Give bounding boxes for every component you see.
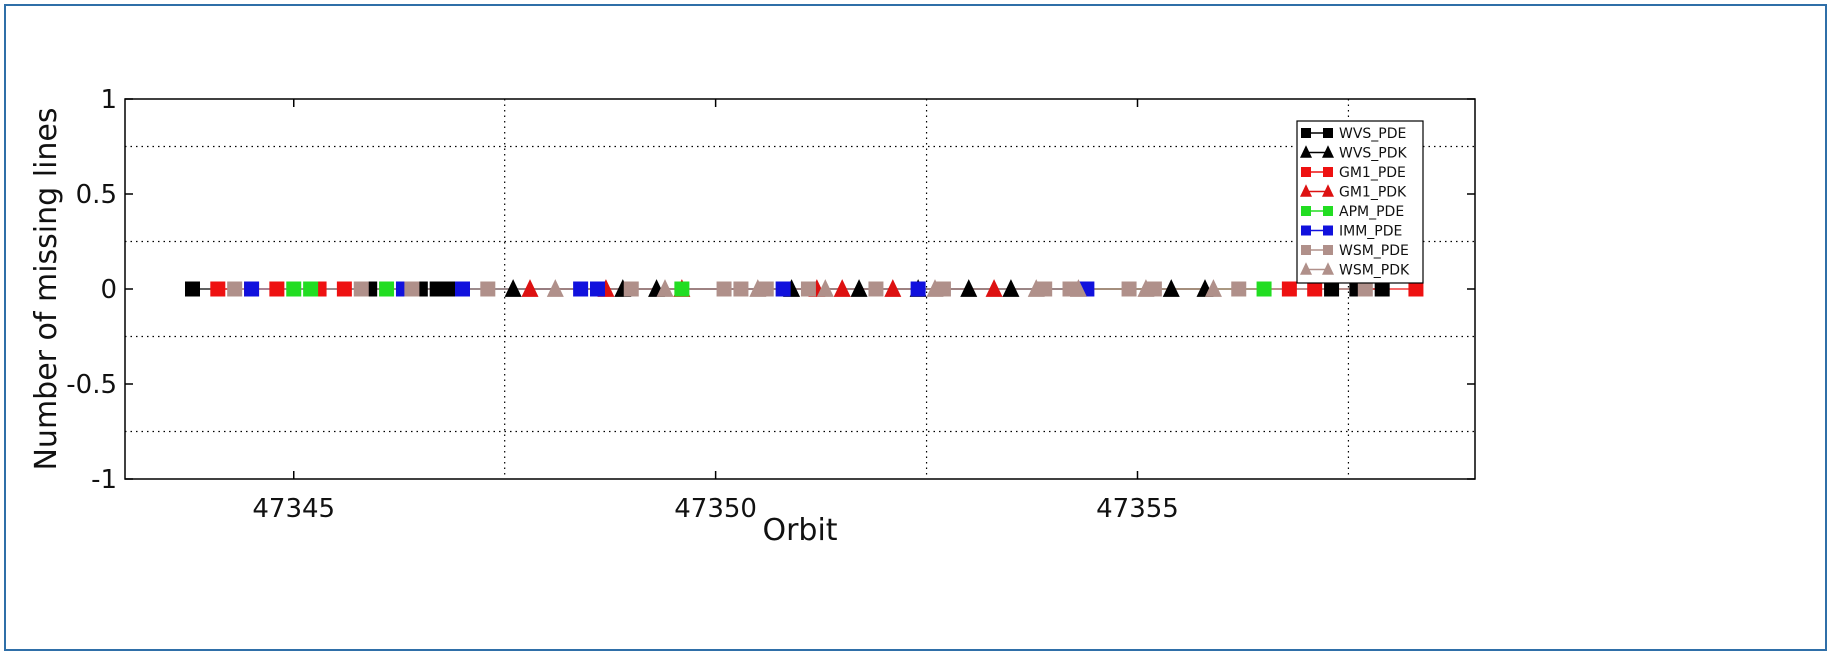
data-point xyxy=(573,281,589,297)
x-tick-labels: 47345 47350 47355 xyxy=(252,494,1178,524)
data-point xyxy=(985,279,1003,297)
legend-marker xyxy=(1323,167,1333,177)
data-point xyxy=(546,279,564,297)
legend-marker xyxy=(1301,206,1311,216)
data-point xyxy=(674,281,690,297)
y-tick-label: -0.5 xyxy=(66,370,117,400)
data-point xyxy=(850,279,868,297)
data-point xyxy=(504,279,522,297)
legend-marker xyxy=(1323,245,1333,255)
legend-marker xyxy=(1323,128,1333,138)
data-point xyxy=(716,281,732,297)
data-point xyxy=(833,279,851,297)
axis-ticks xyxy=(125,98,1475,480)
data-point xyxy=(623,281,639,297)
legend-marker xyxy=(1301,167,1311,177)
data-point xyxy=(1324,281,1340,297)
legend-entry: APM_PDE xyxy=(1339,204,1404,220)
legend-marker xyxy=(1323,225,1333,236)
legend: WVS_PDE WVS_PDK GM1_PDE GM1_PDK APM_PDE IMM_P… xyxy=(1296,120,1424,284)
data-point xyxy=(590,281,605,297)
data-point xyxy=(1408,281,1424,297)
data-point xyxy=(1357,281,1373,297)
data-point xyxy=(480,281,496,297)
data-point xyxy=(521,279,539,297)
data-point xyxy=(303,281,319,297)
legend-entry: GM1_PDE xyxy=(1339,165,1406,181)
data-point xyxy=(1121,281,1137,297)
y-tick-label: 0 xyxy=(100,275,117,305)
data-point xyxy=(404,281,420,297)
data-point xyxy=(775,281,791,297)
data-point xyxy=(816,279,834,297)
data-point xyxy=(1307,281,1323,297)
y-tick-label: 0.5 xyxy=(76,180,117,210)
data-point xyxy=(336,281,352,297)
legend-marker xyxy=(1300,184,1312,197)
legend-entry: WVS_PDE xyxy=(1339,126,1406,142)
data-point xyxy=(442,281,458,297)
x-tick-label: 47345 xyxy=(252,494,335,524)
legend-marker xyxy=(1300,262,1312,275)
data-point xyxy=(1374,281,1390,297)
x-axis-label: Orbit xyxy=(762,513,837,548)
data-point xyxy=(733,281,749,297)
data-point xyxy=(429,281,445,297)
data-point xyxy=(1204,279,1222,297)
y-tick-labels: -1 -0.5 0 0.5 1 xyxy=(66,85,117,495)
data-point xyxy=(1281,281,1297,297)
legend-marker xyxy=(1300,145,1312,158)
y-tick-label: 1 xyxy=(100,85,117,115)
legend-marker xyxy=(1301,225,1311,236)
data-point xyxy=(910,281,926,297)
legend-entry: WVS_PDK xyxy=(1339,146,1408,162)
legend-marker xyxy=(1301,245,1311,255)
legend-entry: IMM_PDE xyxy=(1339,224,1402,240)
data-point xyxy=(800,281,816,297)
data-point xyxy=(210,281,226,297)
data-point xyxy=(286,281,302,297)
legend-marker xyxy=(1301,128,1311,138)
legend-marker xyxy=(1322,262,1334,275)
data-point xyxy=(1162,279,1180,297)
legend-marker xyxy=(1323,206,1333,216)
legend-entry: WSM_PDE xyxy=(1339,243,1409,259)
series-marks xyxy=(185,279,1424,297)
x-tick-label: 47355 xyxy=(1096,494,1179,524)
data-point xyxy=(1069,279,1087,297)
legend-marker xyxy=(1322,145,1334,158)
legend-box xyxy=(1296,120,1424,284)
data-point xyxy=(227,281,243,297)
data-point xyxy=(749,279,767,297)
data-point xyxy=(379,281,395,297)
missing-lines-chart: 47345 47350 47355 -1 -0.5 0 0.5 1 Orbit Number… xyxy=(29,85,1476,548)
data-point xyxy=(1027,279,1045,297)
data-point xyxy=(926,279,944,297)
data-point xyxy=(960,279,978,297)
legend-marker xyxy=(1322,184,1334,197)
data-point xyxy=(185,281,200,297)
data-point xyxy=(868,281,884,297)
data-point xyxy=(884,279,902,297)
legend-entry: WSM_PDK xyxy=(1339,263,1410,279)
data-point xyxy=(656,279,674,297)
data-point xyxy=(1137,279,1155,297)
x-tick-label: 47350 xyxy=(674,494,757,524)
data-point xyxy=(269,281,285,297)
data-point xyxy=(353,281,369,297)
data-point xyxy=(1002,279,1020,297)
data-point xyxy=(455,281,470,297)
data-point xyxy=(244,281,260,297)
data-point xyxy=(1256,281,1272,297)
chart-frame: 47345 47350 47355 -1 -0.5 0 0.5 1 Orbit Number… xyxy=(4,4,1827,651)
data-point xyxy=(1231,281,1247,297)
y-axis-label: Number of missing lines xyxy=(29,107,64,470)
legend-entry: GM1_PDK xyxy=(1339,185,1407,201)
y-tick-label: -1 xyxy=(91,465,117,495)
